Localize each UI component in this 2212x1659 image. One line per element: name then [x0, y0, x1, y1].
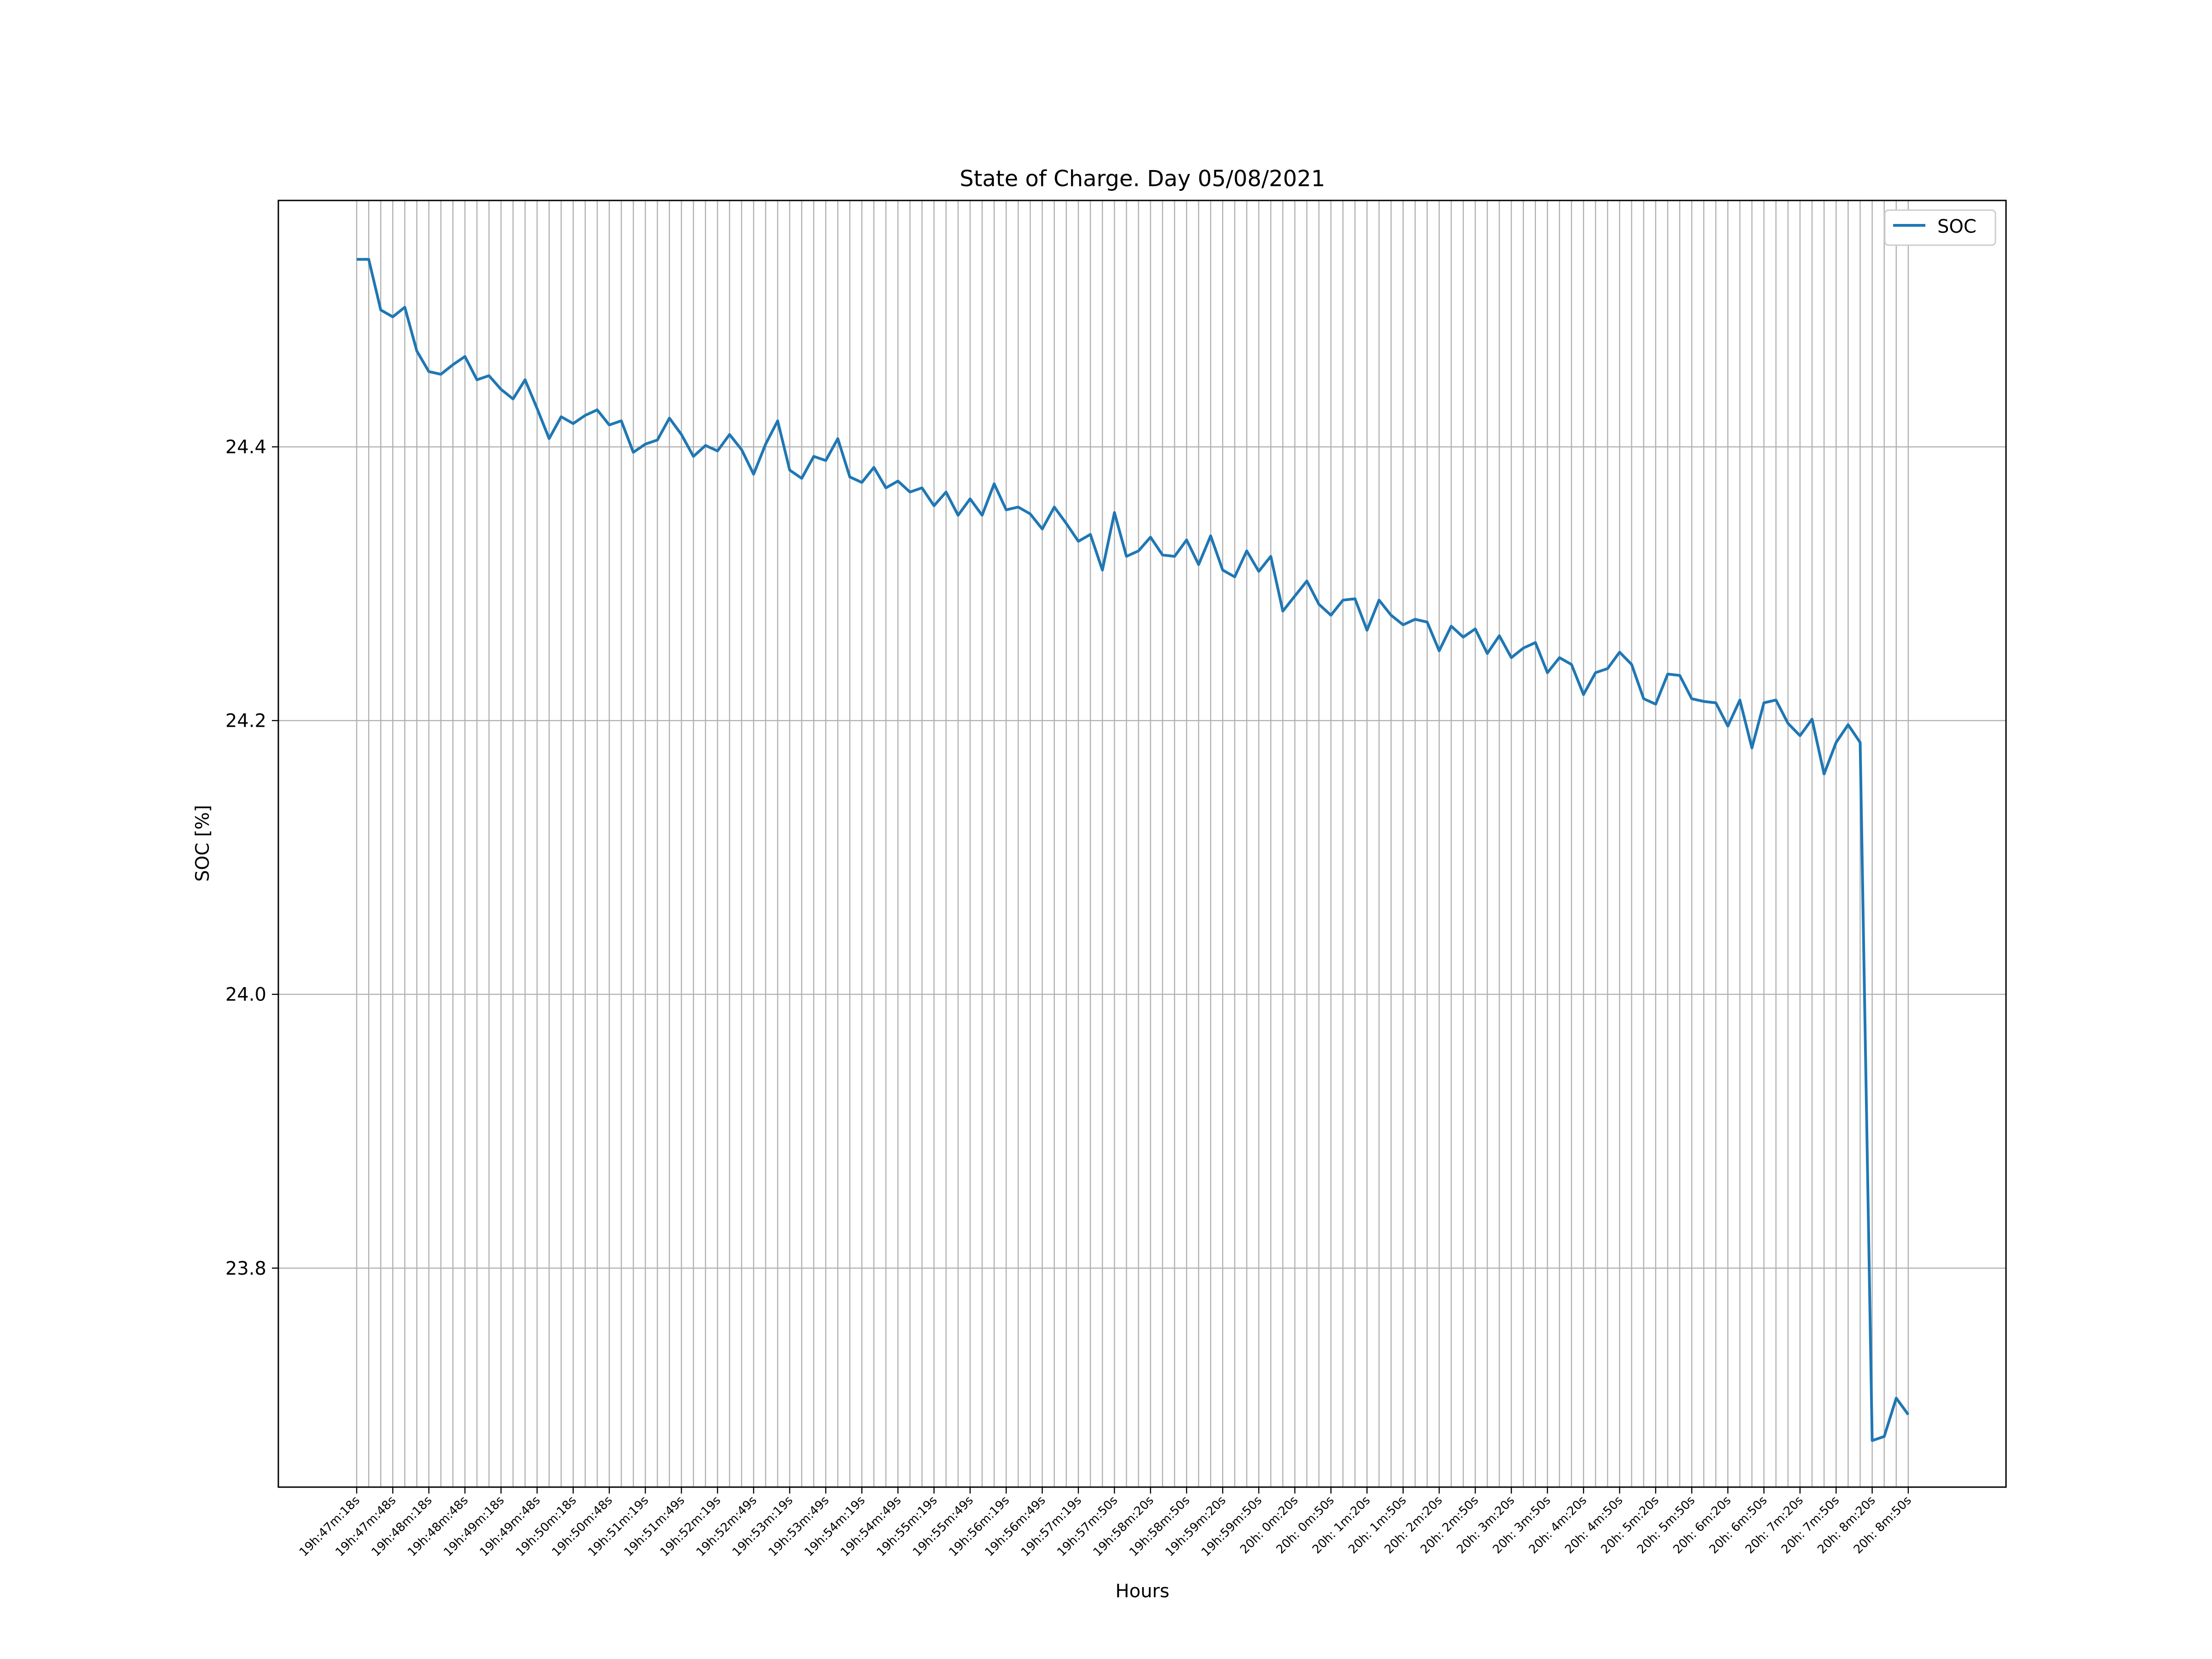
x-axis-label: Hours — [1115, 1581, 1169, 1602]
legend-label-soc: SOC — [1937, 216, 1977, 237]
plot-frame — [277, 200, 2007, 1488]
chart-title: State of Charge. Day 05/08/2021 — [959, 166, 1325, 192]
y-axis-label: SOC [%] — [192, 805, 213, 882]
y-tick-label: 24.2 — [225, 711, 266, 732]
y-tick-label: 24.4 — [225, 437, 266, 458]
series-layer — [357, 258, 1910, 1442]
series-line-soc — [357, 258, 1910, 1442]
y-axis: 23.8 24.0 24.2 24.4 — [225, 437, 278, 1279]
legend: SOC — [1884, 209, 1996, 246]
legend-box — [1884, 209, 1996, 246]
y-tick-label: 23.8 — [225, 1258, 266, 1279]
y-tick-label: 24.0 — [225, 984, 266, 1006]
grid — [278, 200, 2006, 1487]
